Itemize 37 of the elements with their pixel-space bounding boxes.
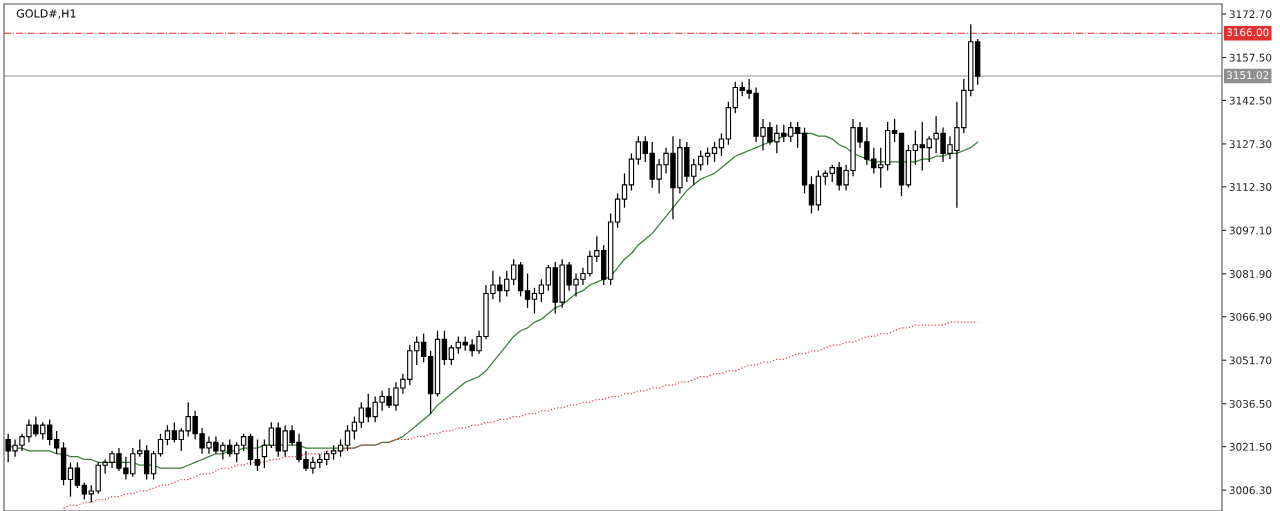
y-tick-label: 3036.50 [1229, 399, 1272, 408]
candlestick [441, 330, 448, 366]
candlestick [531, 287, 538, 315]
y-tick-label: 3066.90 [1229, 312, 1272, 321]
y-tick-label: 3112.30 [1229, 183, 1272, 191]
y-tick-label: 3157.50 [1229, 53, 1272, 62]
candlestick [164, 424, 171, 446]
y-tick-label: 3051.70 [1229, 356, 1272, 365]
y-tick-label: 3172.70 [1229, 10, 1272, 19]
y-tick-label: 3081.90 [1229, 270, 1272, 278]
candlestick [808, 175, 815, 215]
y-tick-label: 3006.30 [1229, 486, 1272, 495]
candlestick [614, 192, 621, 229]
candlestick [524, 272, 531, 309]
y-tick-label: 3097.10 [1229, 226, 1272, 235]
candlestick [351, 415, 358, 441]
chart-title: GOLD#,H1 [16, 9, 76, 19]
candlestick [247, 433, 254, 466]
candlestick [157, 433, 164, 458]
candlestick [150, 450, 157, 481]
y-tick-label: 3127.30 [1229, 140, 1272, 149]
candlestick [621, 172, 628, 209]
candlestick [254, 438, 261, 472]
ref-line-label: 3151.02 [1226, 71, 1269, 80]
ref-line-label: 3166.00 [1226, 28, 1269, 37]
candlestick [794, 121, 801, 149]
candlestick [891, 118, 898, 143]
candlestick [718, 132, 725, 157]
candlestick [261, 438, 268, 469]
y-tick-label: 3021.50 [1229, 442, 1272, 451]
y-tick-label: 3142.50 [1229, 96, 1272, 105]
line-series [62, 321, 979, 509]
candlestick [538, 278, 545, 303]
candlestick [344, 424, 351, 452]
candlestick [74, 461, 81, 489]
candlestick [711, 141, 718, 163]
candlestick [67, 461, 74, 498]
